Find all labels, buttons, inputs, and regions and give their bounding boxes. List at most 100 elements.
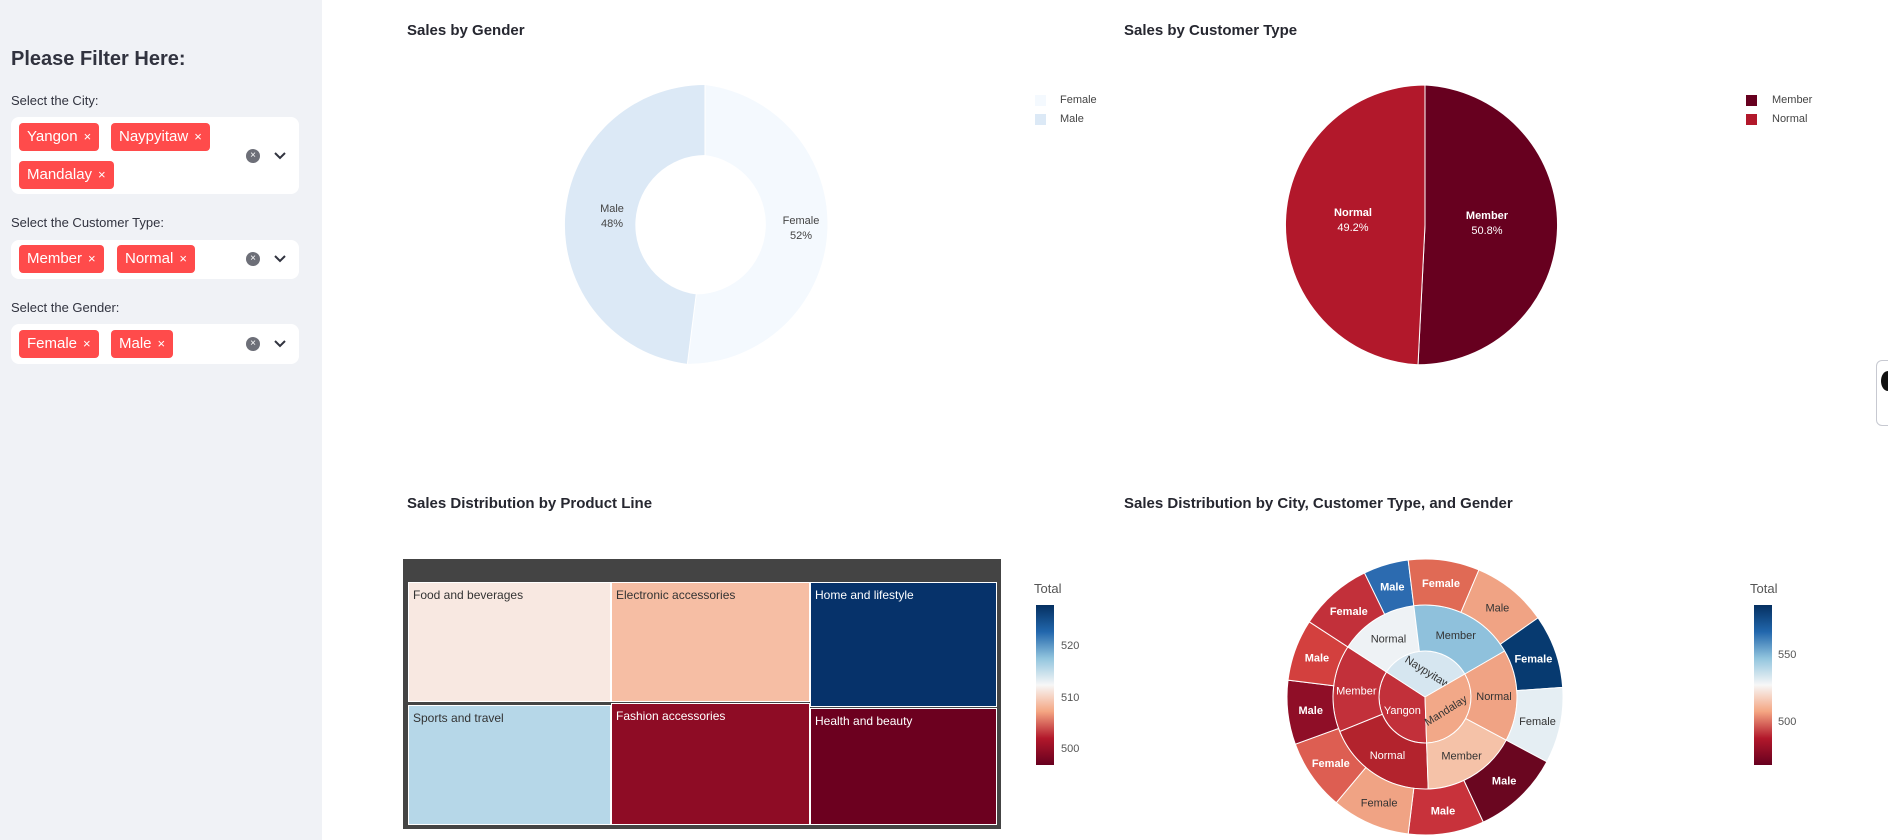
colorbar-title: Total [1034,581,1062,596]
treemap-tile-home[interactable]: Home and lifestyle [810,582,997,707]
colorbar-product [1036,605,1054,765]
gender-tag-male[interactable]: Male × [111,330,174,358]
chevron-down-icon[interactable] [273,149,287,163]
tag-label: Normal [125,250,174,267]
tag-label: Member [27,250,83,267]
colorbar-tick: 500 [1778,716,1797,728]
legend-item-member[interactable]: Member [1772,94,1813,106]
tile-label: Sports and travel [413,711,504,725]
city-tag-yangon[interactable]: Yangon × [19,123,100,151]
clear-icon[interactable]: × [246,252,260,266]
city-segment-label: Yangon [1384,705,1421,717]
slice-label-member: Member [1466,210,1509,222]
gender-segment[interactable] [1463,739,1548,823]
customer-chart-title: Sales by Customer Type [1124,22,1298,39]
legend-item-normal[interactable]: Normal [1772,113,1808,125]
tag-remove-icon[interactable]: × [98,167,106,182]
legend-item-female[interactable]: Female [1060,94,1097,106]
city-filter-label: Select the City: [11,93,99,108]
gender-segment-label: Male [1492,775,1516,787]
legend-item-male[interactable]: Male [1060,113,1084,125]
tile-label: Food and beverages [413,588,524,602]
slice-label-male: Male [600,203,624,215]
colorbar-tick: 550 [1778,649,1797,661]
customer-type-multiselect[interactable]: Member × Normal × × [11,240,299,279]
customer-segment-label: Normal [1370,750,1405,762]
sidebar-title: Please Filter Here: [11,48,186,70]
gender-segment-label: Female [1330,606,1368,618]
gender-chart-title: Sales by Gender [407,22,525,39]
tag-label: Male [119,335,152,352]
treemap-root: Food and beverages Electronic accessorie… [403,559,1001,829]
city-tag-mandalay[interactable]: Mandalay × [19,161,114,189]
customer-type-filter-label: Select the Customer Type: [11,215,164,230]
customer-segment-label: Normal [1371,633,1406,645]
pie-slice-female [687,85,828,364]
tile-label: Electronic accessories [616,588,736,602]
gender-filter-label: Select the Gender: [11,300,120,315]
legend-swatch-male[interactable] [1035,114,1046,125]
customer-segment-label: Normal [1476,691,1511,703]
tag-remove-icon[interactable]: × [83,129,92,144]
tag-remove-icon[interactable]: × [88,251,96,266]
chevron-down-icon[interactable] [273,337,287,351]
gender-segment-label: Male [1380,582,1404,594]
gender-segment-label: Female [1514,654,1552,666]
sunburst-chart: YangonNaypyitawMandalayNormalMemberNorma… [1286,558,1564,836]
gender-segment-label: Female [1519,716,1556,728]
colorbar-tick: 520 [1061,640,1080,652]
pie-slice-normal [1285,84,1426,366]
colorbar-tick: 510 [1061,692,1080,704]
city-multiselect[interactable]: Yangon × Naypyitaw × Mandalay × × [11,117,299,194]
tile-label: Health and beauty [815,714,913,728]
colorbar-sunburst [1754,605,1772,765]
tag-label: Female [27,335,78,352]
tag-remove-icon[interactable]: × [157,336,166,351]
customer-tag-member[interactable]: Member × [19,245,104,273]
treemap-tile-food[interactable]: Food and beverages [408,582,611,702]
handle-dot [1881,371,1888,391]
legend-swatch-member[interactable] [1746,95,1757,106]
gender-donut-chart: Female 52% Male 48% [564,84,828,364]
legend-swatch-normal[interactable] [1746,114,1757,125]
treemap-tile-electronic[interactable]: Electronic accessories [611,582,810,702]
gender-multiselect[interactable]: Female × Male × × [11,324,299,364]
tag-remove-icon[interactable]: × [194,129,202,144]
tag-label: Yangon [27,128,78,145]
colorbar-title: Total [1750,581,1778,596]
gender-segment-label: Male [1305,653,1329,665]
customer-segment-label: Member [1441,751,1482,763]
chevron-down-icon[interactable] [273,252,287,266]
customer-pie-chart: Member 50.8% Normal 49.2% [1285,84,1558,366]
gender-segment-label: Male [1431,806,1455,818]
sunburst-chart-title: Sales Distribution by City, Customer Typ… [1124,495,1513,512]
legend-swatch-female[interactable] [1035,95,1046,106]
customer-tag-normal[interactable]: Normal × [117,245,195,273]
slice-pct-female: 52% [790,230,812,242]
treemap-tile-health[interactable]: Health and beauty [810,708,997,825]
slice-pct-normal: 49.2% [1337,222,1368,234]
slice-pct-male: 48% [601,218,623,230]
tag-remove-icon[interactable]: × [179,251,187,266]
sidebar: Please Filter Here: Select the City: Yan… [0,0,322,840]
tile-label: Fashion accessories [616,709,726,723]
customer-segment-label: Member [1436,630,1477,642]
tile-label: Home and lifestyle [815,588,914,602]
slice-pct-member: 50.8% [1471,225,1502,237]
gender-segment-label: Female [1312,758,1350,770]
colorbar-tick: 500 [1061,743,1080,755]
gender-tag-female[interactable]: Female × [19,330,99,358]
tag-remove-icon[interactable]: × [83,336,91,351]
product-chart-title: Sales Distribution by Product Line [407,495,653,512]
city-tag-naypyitaw[interactable]: Naypyitaw × [111,123,210,151]
clear-icon[interactable]: × [246,149,260,163]
tag-label: Mandalay [27,166,93,183]
gender-segment-label: Female [1361,797,1398,809]
treemap-tile-fashion[interactable]: Fashion accessories [611,703,810,825]
clear-icon[interactable]: × [246,337,260,351]
gender-segment-label: Male [1299,705,1323,717]
gender-segment-label: Male [1485,603,1509,615]
treemap-tile-sports[interactable]: Sports and travel [408,705,611,825]
sidebar-collapse-handle[interactable] [1876,360,1888,426]
pie-slice-member [1417,84,1558,366]
